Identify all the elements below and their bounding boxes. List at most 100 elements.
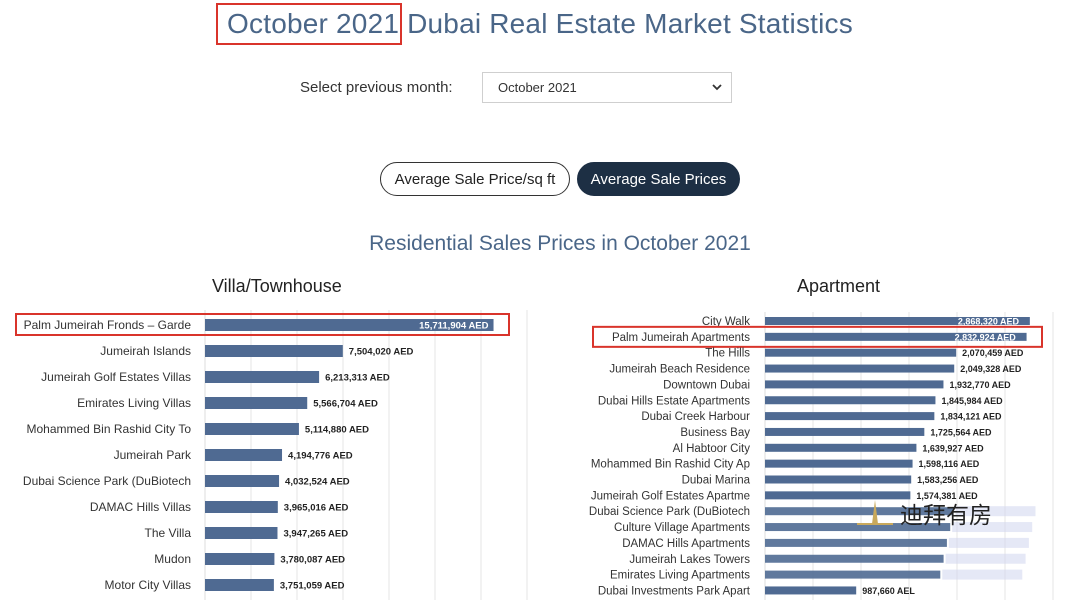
apartment-bar-jumeirah-beach-residence	[765, 364, 955, 373]
villa-category-label-jumeirah-golf-estates-villas: Jumeirah Golf Estates Villas	[41, 370, 191, 384]
villa-category-label-the-villa: The Villa	[145, 526, 192, 540]
apartment-value-label-city-walk: 2,868,320 AED	[958, 317, 1020, 327]
villa-category-label-jumeirah-islands: Jumeirah Islands	[100, 344, 191, 358]
apartment-bar-dubai-hills-estate-apartments	[765, 396, 936, 405]
apartment-category-label-mohammed-bin-rashid-city-ap: Mohammed Bin Rashid City Ap	[591, 459, 750, 471]
villa-category-label-jumeirah-park: Jumeirah Park	[114, 448, 192, 462]
villa-bar-damac-hills-villas	[205, 501, 278, 513]
villa-bar-dubai-science-park-dubiotech	[205, 475, 280, 487]
apartment-category-label-city-walk: City Walk	[702, 316, 750, 328]
villa-bar-mudon	[205, 553, 275, 565]
avg-sale-prices-button[interactable]: Average Sale Prices	[577, 162, 740, 196]
villa-value-label-damac-hills-villas: 3,965,016 AED	[284, 503, 349, 514]
apartment-bar-city-walk	[765, 317, 1030, 325]
villa-category-label-damac-hills-villas: DAMAC Hills Villas	[90, 500, 191, 514]
villa-bar-palm-jumeirah-fronds-garde	[205, 319, 494, 331]
villa-category-label-motor-city-villas: Motor City Villas	[105, 578, 191, 592]
apartment-value-label-jumeirah-golf-estates-apartme: 1,574,381 AED	[916, 491, 978, 501]
villa-bar-the-villa	[205, 527, 278, 539]
villa-category-label-mudon: Mudon	[154, 552, 191, 566]
villa-value-label-motor-city-villas: 3,751,059 AED	[280, 581, 345, 592]
villa-value-label-emirates-living-villas: 5,566,704 AED	[313, 399, 378, 410]
apartment-obscured-label-damac-hills-apartments	[948, 537, 1029, 548]
page-title: October 2021 Dubai Real Estate Market St…	[0, 3, 1080, 45]
apartment-value-label-jumeirah-beach-residence: 2,049,328 AED	[960, 364, 1022, 374]
villa-value-label-jumeirah-golf-estates-villas: 6,213,313 AED	[325, 373, 390, 384]
apartment-category-label-jumeirah-beach-residence: Jumeirah Beach Residence	[609, 364, 750, 376]
apartment-highlight-box	[592, 325, 1043, 348]
apartment-bar-palm-jumeirah-apartments	[765, 332, 1027, 341]
apartment-value-label-dubai-hills-estate-apartments: 1,845,984 AED	[941, 396, 1003, 406]
apartment-category-label-al-habtoor-city: Al Habtoor City	[673, 443, 751, 455]
apartment-category-label-dubai-marina: Dubai Marina	[682, 475, 751, 487]
title-rest: Dubai Real Estate Market Statistics	[399, 8, 853, 39]
villa-value-label-jumeirah-park: 4,194,776 AED	[288, 451, 353, 462]
villa-value-label-mohammed-bin-rashid-city-to: 5,114,880 AED	[305, 425, 369, 436]
apartment-value-label-al-habtoor-city: 1,639,927 AED	[922, 443, 984, 453]
watermark-text: 迪拜有房	[900, 503, 992, 529]
apartment-bar-obscured-jumeirah-lakes-towers	[765, 554, 944, 563]
apartment-value-label-dubai-creek-harbour: 1,834,121 AED	[940, 412, 1002, 422]
villa-category-label-emirates-living-villas: Emirates Living Villas	[77, 396, 191, 410]
villa-bar-emirates-living-villas	[205, 397, 308, 409]
watermark-logo-icon	[857, 500, 893, 525]
apartment-bar-dubai-investments-park-apart	[765, 586, 857, 595]
villa-bar-mohammed-bin-rashid-city-to	[205, 423, 299, 435]
apartment-value-label-palm-jumeirah-apartments: 2,832,924 AED	[955, 332, 1017, 342]
villa-value-label-dubai-science-park-dubiotech: 4,032,524 AED	[285, 477, 350, 488]
villa-category-label-mohammed-bin-rashid-city-to: Mohammed Bin Rashid City To	[26, 422, 191, 436]
apartment-category-label-damac-hills-apartments: DAMAC Hills Apartments	[622, 538, 750, 550]
apartment-bar-obscured-dubai-science-park-dubiotech	[765, 507, 954, 516]
villa-value-label-jumeirah-islands: 7,504,020 AED	[349, 347, 414, 358]
apartment-bar-obscured-culture-village-apartments	[765, 523, 951, 532]
apartment-bar-jumeirah-golf-estates-apartme	[765, 491, 911, 500]
apartment-category-label-jumeirah-lakes-towers: Jumeirah Lakes Towers	[629, 554, 750, 566]
apartment-category-label-dubai-creek-harbour: Dubai Creek Harbour	[641, 411, 750, 423]
villa-category-label-dubai-science-park-dubiotech: Dubai Science Park (DuBiotech	[23, 474, 191, 488]
apartment-obscured-label-jumeirah-lakes-towers	[945, 553, 1026, 564]
apartment-category-label-culture-village-apartments: Culture Village Apartments	[614, 522, 750, 534]
apartment-obscured-label-emirates-living-apartments	[942, 569, 1023, 580]
apartment-bar-downtown-dubai	[765, 380, 944, 389]
apartment-category-label-jumeirah-golf-estates-apartme: Jumeirah Golf Estates Apartme	[591, 490, 750, 502]
month-select[interactable]: October 2021	[482, 72, 732, 103]
apartment-category-label-dubai-investments-park-apart: Dubai Investments Park Apart	[598, 585, 751, 597]
chevron-down-icon	[712, 84, 722, 91]
villa-chart-title: Villa/Townhouse	[212, 276, 342, 296]
apartment-value-label-downtown-dubai: 1,932,770 AED	[949, 380, 1011, 390]
apartment-value-label-business-bay: 1,725,564 AED	[930, 427, 992, 437]
villa-value-label-the-villa: 3,947,265 AED	[283, 529, 348, 540]
villa-value-label-mudon: 3,780,087 AED	[280, 555, 345, 566]
villa-highlight-box	[15, 313, 510, 336]
month-select-value: October 2021	[498, 80, 577, 95]
apartment-category-label-palm-jumeirah-apartments: Palm Jumeirah Apartments	[612, 332, 750, 344]
apartment-obscured-label-culture-village-apartments	[952, 522, 1033, 533]
apartment-obscured-label-dubai-science-park-dubiotech	[955, 506, 1036, 517]
apartment-bar-dubai-marina	[765, 475, 912, 484]
apartment-category-label-dubai-hills-estate-apartments: Dubai Hills Estate Apartments	[598, 395, 750, 407]
villa-bar-jumeirah-islands	[205, 345, 343, 357]
apartment-bar-obscured-damac-hills-apartments	[765, 538, 947, 547]
apartment-category-label-the-hills: The Hills	[705, 348, 750, 360]
villa-category-label-palm-jumeirah-fronds-garde: Palm Jumeirah Fronds – Garde	[24, 318, 192, 332]
apartment-chart-title: Apartment	[797, 276, 881, 296]
villa-bar-jumeirah-golf-estates-villas	[205, 371, 320, 383]
apartment-bar-the-hills	[765, 348, 957, 357]
villa-value-label-palm-jumeirah-fronds-garde: 15,711,904 AED	[419, 321, 489, 332]
apartment-bar-mohammed-bin-rashid-city-ap	[765, 459, 913, 468]
apartment-value-label-mohammed-bin-rashid-city-ap: 1,598,116 AED	[919, 459, 980, 469]
month-picker-label: Select previous month:	[300, 79, 453, 96]
apartment-category-label-business-bay: Business Bay	[680, 427, 750, 439]
avg-price-per-sqft-button[interactable]: Average Sale Price/sq ft	[380, 162, 570, 196]
apartment-bar-business-bay	[765, 427, 925, 436]
section-title: Residential Sales Prices in October 2021	[369, 232, 751, 255]
apartment-bar-al-habtoor-city	[765, 443, 917, 452]
apartment-bar-dubai-creek-harbour	[765, 412, 935, 421]
apartment-bar-obscured-emirates-living-apartments	[765, 570, 941, 579]
apartment-value-label-the-hills: 2,070,459 AED	[962, 348, 1024, 358]
apartment-value-label-dubai-marina: 1,583,256 AED	[917, 475, 979, 485]
apartment-category-label-dubai-science-park-dubiotech: Dubai Science Park (DuBiotech	[589, 506, 750, 518]
apartment-category-label-downtown-dubai: Downtown Dubai	[663, 379, 750, 391]
apartment-category-label-emirates-living-apartments: Emirates Living Apartments	[610, 570, 750, 582]
